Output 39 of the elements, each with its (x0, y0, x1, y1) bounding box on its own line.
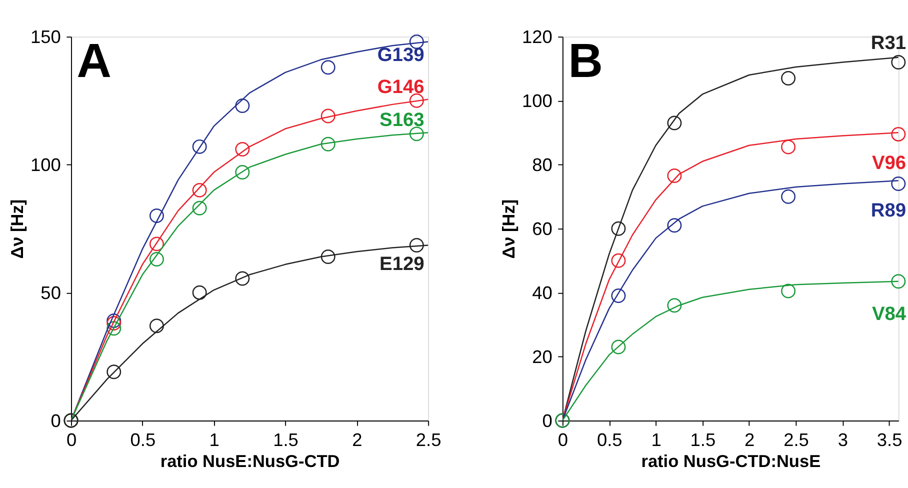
y-axis-title: Δν [Hz] (498, 199, 518, 259)
series-label: R31 (870, 32, 906, 54)
x-tick-label: 1 (651, 428, 662, 450)
x-tick-label: 2.5 (784, 428, 809, 450)
x-tick-label: 1 (209, 428, 220, 450)
series-label: V96 (872, 152, 906, 174)
x-tick-label: 2 (352, 428, 362, 450)
y-tick-label: 60 (532, 218, 552, 239)
x-tick-label: 2.5 (416, 428, 442, 450)
x-tick-label: 3 (838, 428, 848, 450)
y-tick-label: 40 (532, 282, 552, 303)
series-label: R89 (870, 200, 906, 222)
series-label: G139 (377, 44, 424, 66)
series-label: S163 (380, 110, 424, 132)
series-label: V84 (872, 304, 906, 325)
y-tick-label: 120 (522, 26, 552, 47)
x-axis-title: ratio NusG-CTD:NusE (641, 451, 821, 472)
x-tick-label: 0.5 (596, 428, 622, 450)
chart-title: B (568, 34, 603, 88)
y-tick-label: 100 (30, 154, 61, 175)
x-axis-title: ratio NusE:NusG-CTD (160, 451, 340, 472)
series-label: G146 (377, 76, 424, 98)
y-tick-label: 80 (532, 154, 552, 175)
x-tick-label: 3.5 (876, 428, 902, 450)
x-tick-label: 0.5 (130, 428, 156, 450)
x-tick-label: 1.5 (273, 428, 298, 450)
chart-title: A (76, 34, 112, 88)
y-tick-label: 20 (532, 346, 552, 367)
y-tick-label: 50 (40, 282, 61, 303)
series-label: E129 (380, 254, 424, 276)
y-axis-title: Δν [Hz] (6, 199, 27, 259)
y-tick-label: 100 (522, 90, 552, 111)
x-tick-label: 1.5 (690, 428, 716, 450)
x-tick-label: 2 (744, 428, 755, 450)
x-tick-label: 0 (558, 428, 568, 450)
x-tick-label: 0 (66, 428, 77, 450)
y-tick-label: 0 (542, 410, 552, 431)
y-tick-label: 0 (50, 410, 61, 431)
y-tick-label: 150 (30, 26, 61, 47)
